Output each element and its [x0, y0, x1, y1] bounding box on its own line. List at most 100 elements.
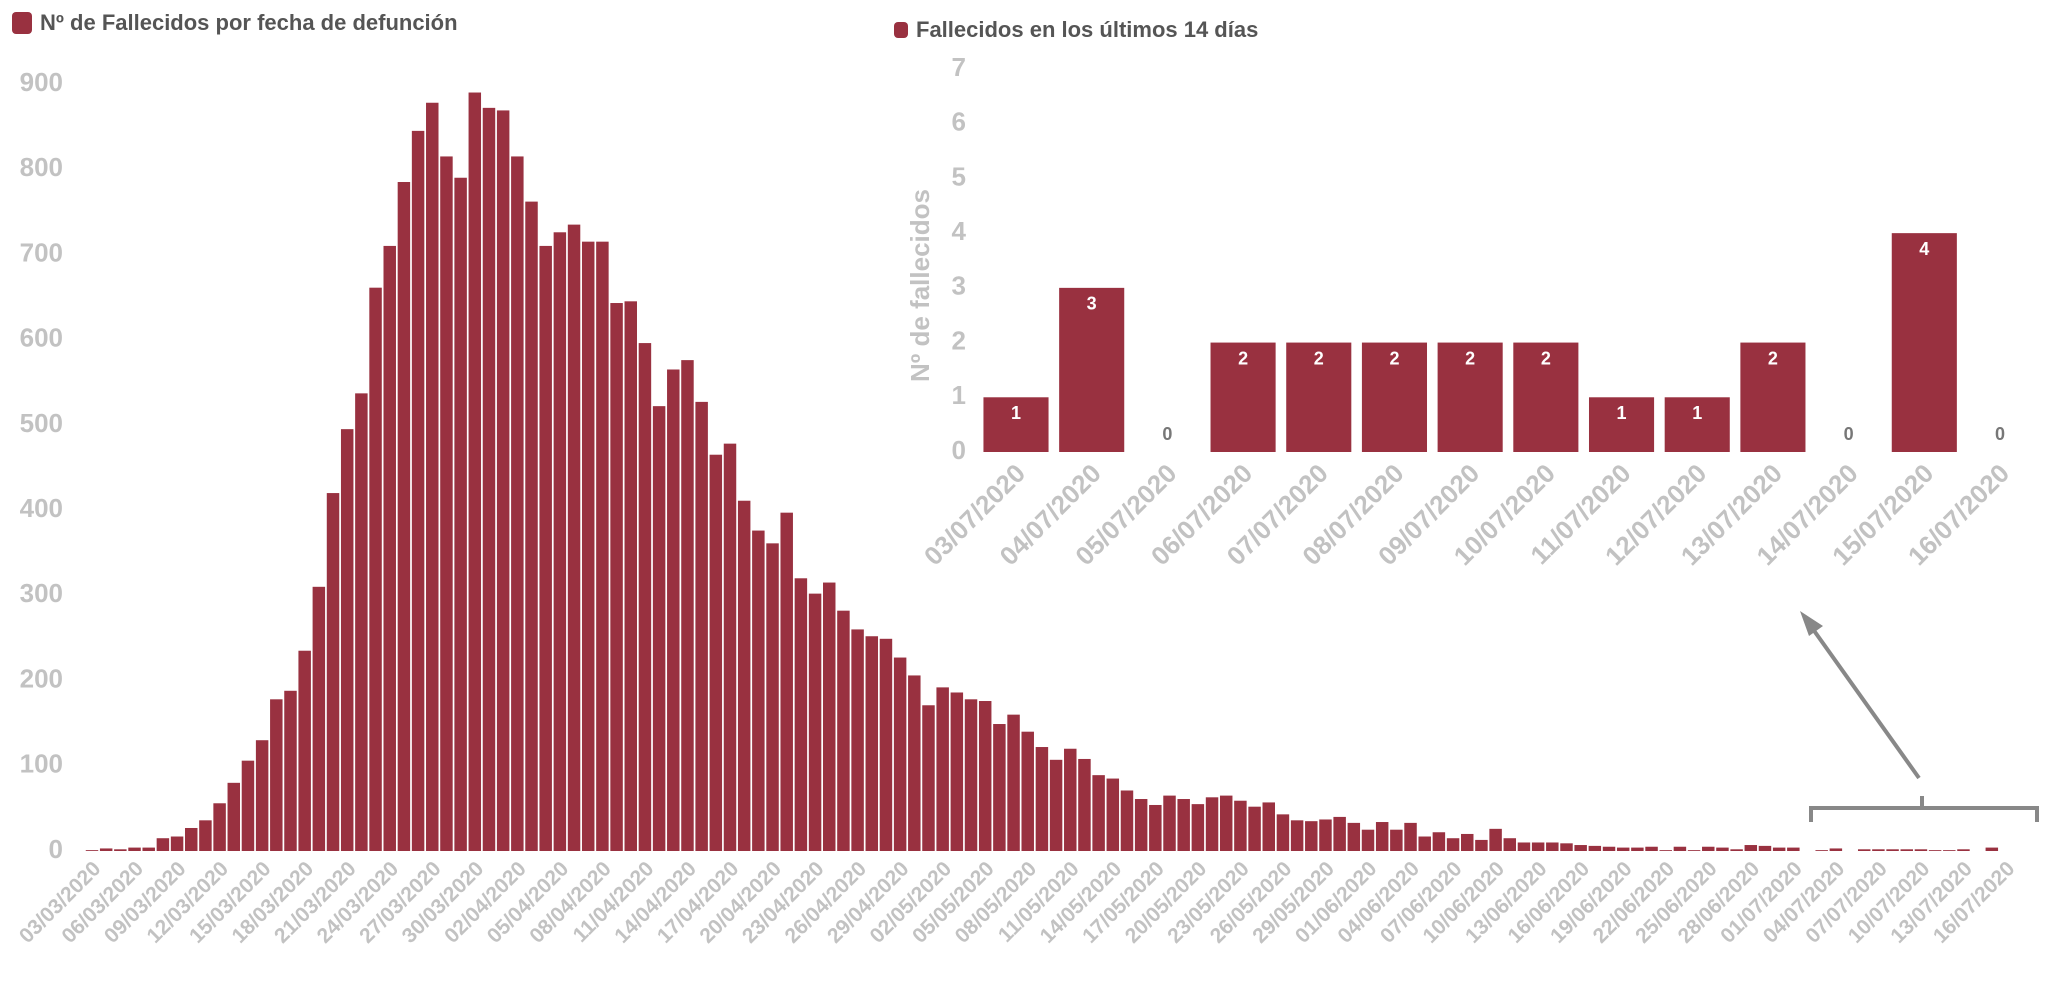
bar — [397, 182, 411, 851]
bracket — [1809, 796, 2039, 822]
bar — [1872, 849, 1885, 851]
bar — [567, 224, 581, 851]
data-label: 0 — [1844, 424, 1854, 444]
bar — [936, 687, 949, 851]
bar — [1461, 833, 1474, 851]
bar — [1517, 842, 1531, 851]
bar — [709, 454, 723, 851]
bar — [823, 582, 836, 851]
bar — [1730, 849, 1743, 851]
bar — [1078, 758, 1091, 851]
bar — [993, 724, 1006, 851]
arrow — [1808, 623, 1921, 780]
bar — [780, 512, 793, 851]
bar — [1546, 842, 1559, 851]
y-tick-label: 0 — [49, 834, 63, 864]
y-tick-label: 7 — [952, 52, 966, 82]
bar — [695, 401, 708, 851]
bar — [1205, 797, 1219, 851]
bar — [851, 629, 864, 851]
bar — [539, 245, 552, 851]
legend-label: Nº de Fallecidos por fecha de defunción — [40, 10, 458, 35]
data-label: 2 — [1314, 348, 1324, 368]
bar — [1475, 839, 1488, 851]
y-tick-label: 400 — [20, 493, 63, 523]
bar — [1943, 850, 1956, 851]
bar — [369, 287, 382, 851]
bar — [1857, 849, 1871, 851]
y-tick-label: 0 — [952, 435, 966, 465]
bar — [596, 241, 609, 851]
bar — [255, 740, 269, 851]
bar — [737, 500, 751, 851]
bar — [652, 406, 666, 851]
data-label: 3 — [1087, 294, 1097, 314]
bar — [1744, 845, 1758, 851]
bar — [1687, 850, 1701, 851]
y-tick-label: 200 — [20, 663, 63, 693]
bar — [1305, 821, 1318, 851]
y-axis-label: Nº de fallecidos — [905, 189, 935, 382]
bar — [1361, 342, 1428, 452]
y-tick-label: 600 — [20, 323, 63, 353]
bar — [624, 301, 637, 852]
bar — [1286, 342, 1352, 452]
bar — [879, 638, 893, 851]
bar — [1513, 342, 1579, 452]
bar — [1758, 845, 1772, 851]
bar — [1602, 846, 1616, 851]
bar — [454, 177, 467, 851]
bar — [227, 782, 241, 851]
bar — [638, 343, 652, 851]
y-tick-label: 500 — [20, 408, 63, 438]
bar — [581, 241, 595, 851]
y-tick-label: 100 — [20, 749, 63, 779]
bar — [1059, 287, 1125, 452]
bar — [1503, 838, 1517, 851]
bar — [1787, 847, 1800, 851]
bar — [270, 699, 283, 851]
bar — [1035, 747, 1049, 851]
bar — [1276, 814, 1290, 851]
y-tick-label: 900 — [20, 67, 63, 97]
bar — [1347, 822, 1361, 851]
bar — [241, 760, 255, 851]
bar — [1985, 847, 1999, 851]
bar — [893, 657, 907, 851]
bar — [85, 850, 99, 851]
bar — [1007, 714, 1020, 851]
bar — [482, 107, 496, 851]
bar — [1560, 843, 1573, 851]
bar — [1886, 849, 1899, 851]
bar — [426, 102, 439, 851]
bar — [326, 493, 340, 851]
bar — [1149, 804, 1162, 851]
bar — [142, 847, 155, 851]
bar — [837, 610, 850, 851]
y-tick-label: 1 — [952, 380, 966, 410]
bar — [1815, 850, 1828, 851]
bar — [1404, 822, 1417, 851]
bar — [983, 397, 1049, 452]
bar — [1290, 820, 1304, 851]
y-tick-label: 300 — [20, 578, 63, 608]
bar — [1021, 731, 1034, 851]
data-label: 0 — [1995, 424, 2005, 444]
bar — [1891, 233, 1957, 452]
bar — [355, 393, 368, 851]
bar — [170, 836, 184, 851]
bar — [1588, 845, 1602, 851]
bar — [156, 838, 170, 851]
bar — [1234, 800, 1247, 851]
bar — [1914, 849, 1928, 851]
bar — [1659, 850, 1672, 851]
bar — [1390, 829, 1403, 851]
bar — [1319, 819, 1332, 851]
bar — [1928, 850, 1942, 851]
data-label: 1 — [1011, 403, 1021, 423]
bar — [1177, 799, 1190, 851]
bar — [794, 578, 808, 851]
bar — [1437, 342, 1503, 452]
bar — [908, 675, 921, 851]
